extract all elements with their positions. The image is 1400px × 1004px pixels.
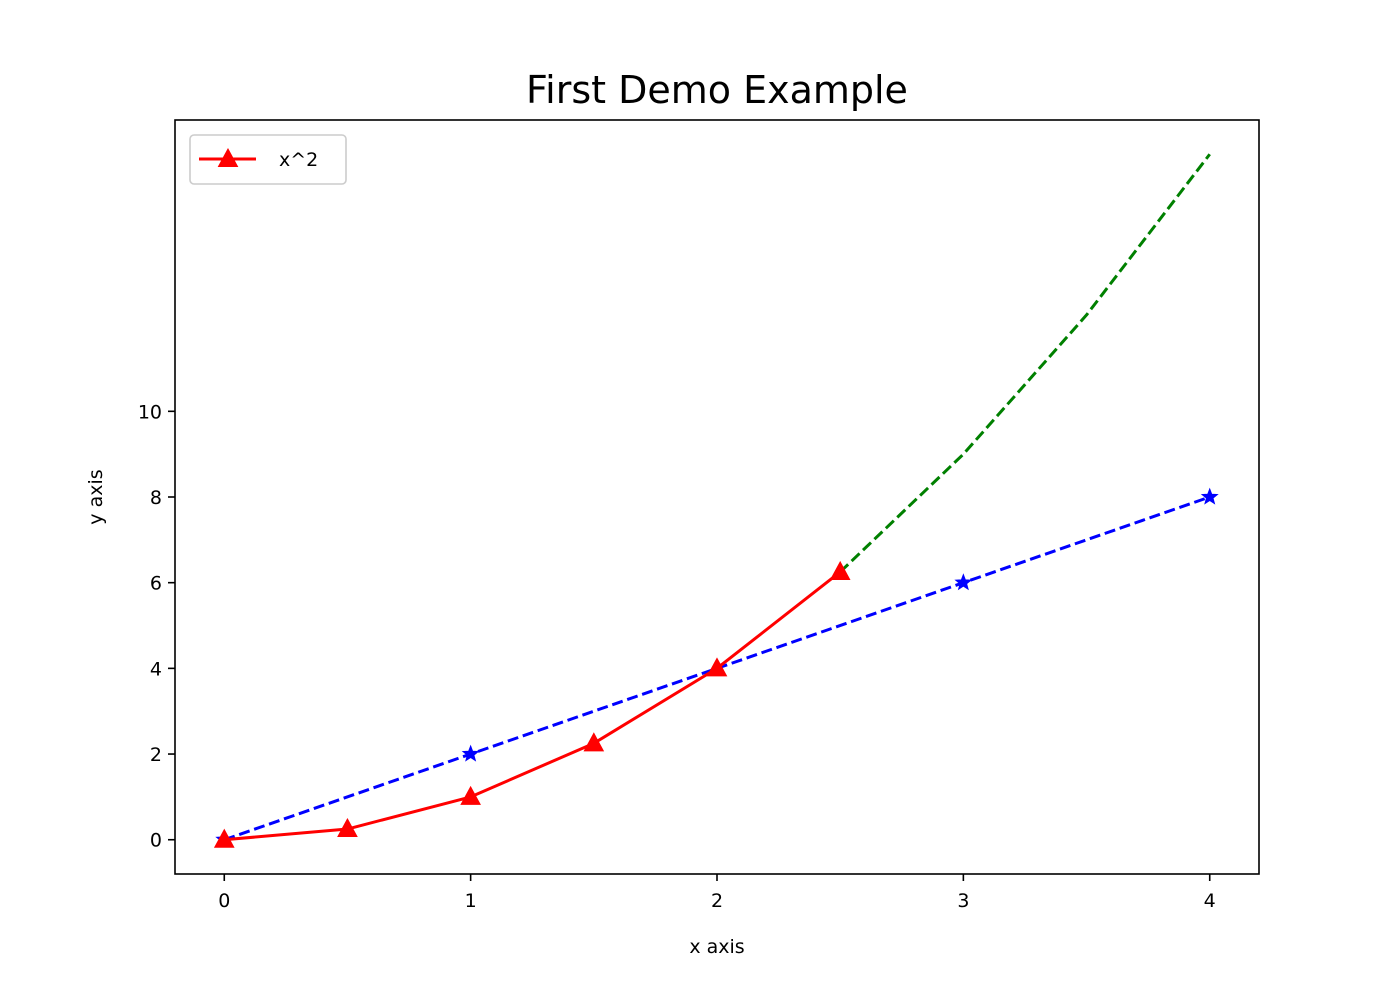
legend-triangle-marker (217, 147, 239, 167)
x-tick-label: 1 (465, 890, 477, 912)
series-line-2 (839, 153, 1211, 574)
plot-area: 0 1 2 3 4 0 2 4 6 8 10 x^2 (138, 119, 1260, 912)
legend: x^2 (189, 134, 347, 185)
y-tick-label: 8 (150, 487, 162, 509)
legend-box (189, 134, 347, 185)
x-tick-label: 3 (957, 890, 969, 912)
series-line-0 (224, 570, 842, 842)
y-tick-label: 2 (150, 744, 162, 766)
triangle-marker (583, 732, 605, 752)
star-marker (461, 744, 480, 762)
x-tick-label: 0 (218, 890, 230, 912)
chart-title: First Demo Example (526, 68, 908, 112)
y-tick-label: 6 (150, 573, 162, 595)
y-tick-label: 0 (150, 830, 162, 852)
triangle-marker (460, 785, 481, 805)
star-marker (954, 573, 973, 591)
axes-frame (174, 119, 1260, 875)
x-tick-label: 4 (1204, 890, 1216, 912)
triangle-marker (706, 657, 728, 677)
triangle-marker (337, 817, 358, 838)
y-axis-label: y axis (85, 469, 107, 524)
triangle-marker (213, 828, 235, 848)
x-axis-label: x axis (689, 936, 744, 958)
triangle-marker (829, 560, 851, 580)
star-marker (1200, 487, 1219, 505)
legend-entry-label: x^2 (279, 149, 318, 171)
y-tick-label: 10 (138, 401, 162, 423)
y-tick-label: 4 (150, 658, 162, 680)
x-tick-label: 2 (711, 890, 723, 912)
